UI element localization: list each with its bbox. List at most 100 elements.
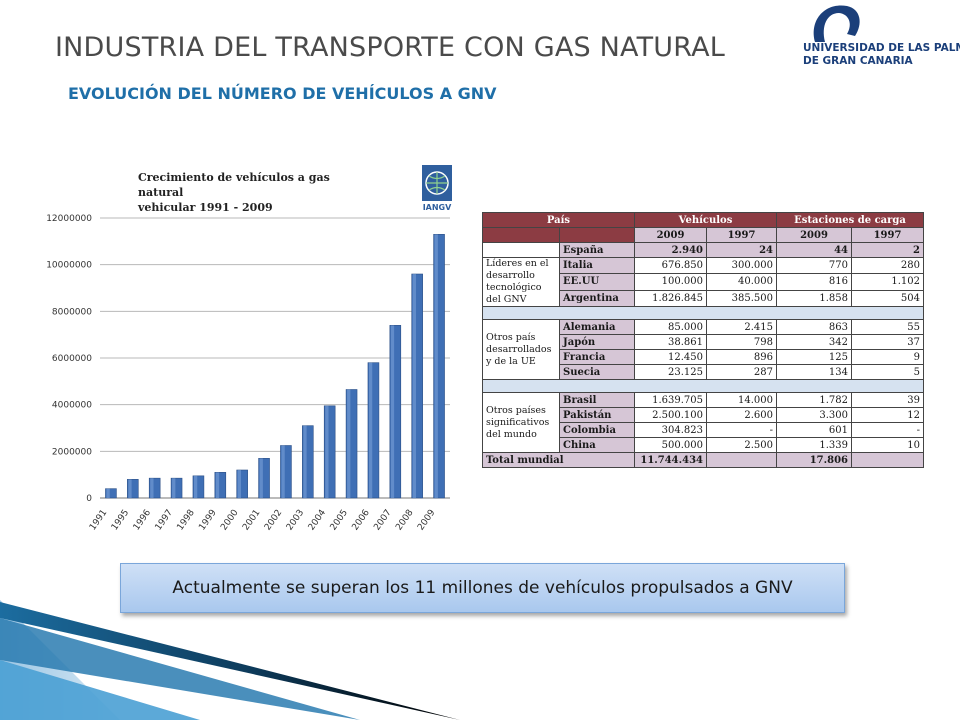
y-tick-label: 10000000 (46, 261, 92, 271)
value-cell: 85.000 (634, 319, 707, 335)
y-tick-label: 6000000 (52, 354, 92, 364)
value-cell: 2.940 (634, 242, 707, 258)
table-row: Colombia 304.823-601- (483, 422, 924, 438)
value-cell: 1.339 (776, 437, 852, 453)
header-year: 1997 (706, 227, 777, 243)
table-row: Suecia 23.125 287 134 5 (483, 364, 924, 380)
value-cell: 12 (851, 407, 924, 423)
chart-bar (127, 479, 139, 499)
chart-bar-highlight (172, 478, 176, 498)
spacer-cell (482, 379, 924, 393)
value-cell: 125 (776, 349, 852, 365)
x-tick-label: 2007 (372, 508, 393, 532)
table-row: Líderes en el desarrollo tecnológico del… (482, 256, 924, 307)
chart-bar-highlight (412, 274, 416, 498)
chart-bar-highlight (347, 389, 351, 498)
value-cell: 676.850 (634, 256, 707, 275)
x-tick-label: 2004 (307, 508, 328, 533)
group-label: Otros países significativos del mundo (482, 392, 560, 453)
chart-bar-highlight (259, 458, 263, 498)
chart-bar-highlight (150, 478, 154, 498)
chart-bar-highlight (390, 325, 395, 498)
x-tick-label: 1991 (88, 508, 109, 532)
table-row: EE.UU 100.000 40.000 816 1.102 (483, 273, 924, 291)
vehicle-growth-chart: 0 2000000 4000000 6000000 8000000 10000000 120… (46, 214, 450, 533)
country-cell: España (559, 242, 635, 258)
value-cell: 342 (776, 334, 852, 350)
header-year: 1997 (851, 227, 924, 243)
chart-bar (411, 273, 423, 499)
y-tick-label: 2000000 (52, 447, 92, 457)
value-cell: 2.500.100 (634, 407, 707, 423)
value-cell: 23.125 (634, 364, 707, 380)
chart-bar (302, 425, 314, 499)
country-cell: Francia (559, 349, 635, 365)
value-cell: 304.823 (634, 422, 707, 438)
table-row: Pakistán 2.500.100 2.600 3.300 12 (483, 407, 924, 423)
group-label: Otros país desarrollados y de la UE (482, 319, 560, 380)
x-tick-label: 2003 (285, 508, 306, 532)
value-cell: 9 (851, 349, 924, 365)
x-tick-label: 2005 (329, 508, 350, 532)
chart-bar (433, 234, 445, 499)
chart-bar (148, 477, 161, 499)
country-cell: China (559, 437, 635, 453)
chart-bar (105, 488, 117, 499)
value-cell: 300.000 (706, 256, 777, 275)
table-spacer-row (482, 379, 924, 393)
total-label: Total mundial (482, 452, 635, 468)
value-cell: 1.858 (776, 289, 852, 308)
value-cell: 5 (851, 364, 924, 380)
value-cell: 770 (776, 256, 852, 275)
country-cell: Brasil (559, 392, 635, 408)
iangv-label: IANGV (423, 203, 452, 212)
table-row: Otros países significativos del mundo Bra… (482, 392, 924, 453)
value-cell: 601 (776, 422, 852, 438)
value-cell: 1.782 (776, 392, 852, 408)
x-tick-label: 2009 (416, 508, 437, 533)
value-cell: 55 (851, 319, 924, 335)
value-cell: - (706, 422, 777, 438)
chart-bar (345, 389, 358, 499)
total-row: Total mundial 11.744.434 17.806 (482, 452, 924, 468)
value-cell: 1.826.845 (634, 289, 707, 308)
chart-bar (367, 362, 380, 499)
country-cell: Italia (559, 256, 635, 275)
gnv-country-table: País Vehículos Estaciones de carga 2009 … (482, 212, 924, 468)
country-cell: Argentina (559, 289, 635, 308)
value-cell: 100.000 (634, 273, 707, 291)
country-cell: Pakistán (559, 407, 635, 423)
chart-bar-highlight (106, 488, 110, 498)
header-estaciones: Estaciones de carga (776, 212, 924, 228)
iangv-globe-icon: IANGV (422, 165, 452, 212)
header-year: 2009 (776, 227, 852, 243)
chart-bar-highlight (325, 405, 329, 498)
header-pais: País (482, 212, 635, 228)
x-tick-label: 2006 (351, 508, 372, 533)
chart-title-line-2: vehicular 1991 - 2009 (138, 201, 273, 214)
chart-bar-highlight (193, 475, 198, 498)
value-cell: 863 (776, 319, 852, 335)
value-cell: 2.600 (706, 407, 777, 423)
value-cell: 12.450 (634, 349, 707, 365)
value-cell: 500.000 (634, 437, 707, 453)
chart-bar-highlight (303, 425, 307, 498)
x-tick-label: 2008 (394, 508, 415, 533)
value-cell: 40.000 (706, 273, 777, 291)
group-cell (482, 242, 560, 258)
country-cell: Suecia (559, 364, 635, 380)
value-cell: 24 (706, 242, 777, 258)
value-cell: 39 (851, 392, 924, 408)
total-blank (851, 452, 924, 468)
value-cell: 134 (776, 364, 852, 380)
country-cell: Japón (559, 334, 635, 350)
table-spacer-row (482, 306, 924, 320)
decorative-swoosh (0, 600, 460, 720)
value-cell: 3.300 (776, 407, 852, 423)
total-blank (706, 452, 777, 468)
value-cell: - (851, 422, 924, 438)
y-tick-label: 12000000 (46, 214, 92, 224)
chart-bar-highlight (215, 472, 220, 498)
value-cell: 2.415 (706, 319, 777, 335)
value-cell: 14.000 (706, 392, 777, 408)
